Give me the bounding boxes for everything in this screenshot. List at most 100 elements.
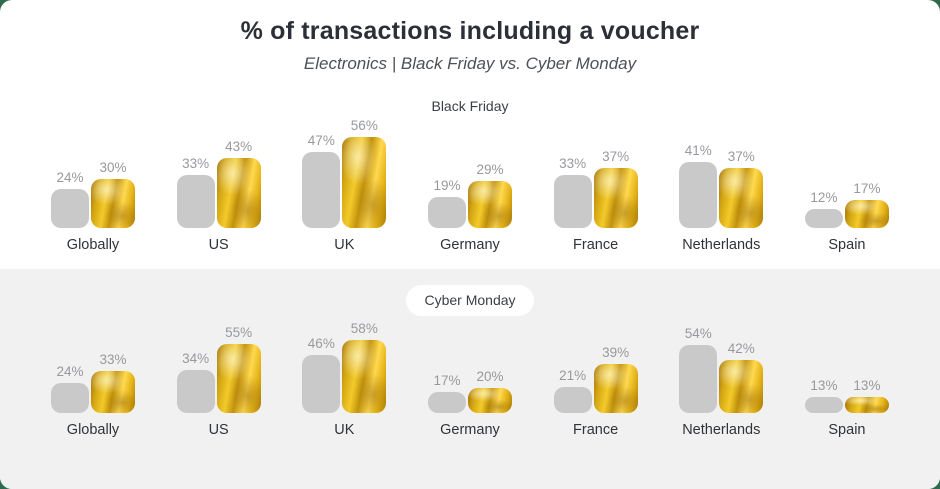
value-label: 17% [433,373,461,388]
value-label: 30% [99,160,127,175]
bar-pair: 33% 43% [176,118,261,228]
bar-gray [804,209,843,228]
cyber-monday-bar-groups: 24% 33% Globally 34% 55% US 46% 58% UK 17% 20% Germ… [0,317,940,438]
category-label: France [573,237,619,253]
bar-cell: 55% [216,325,261,413]
category-label: Spain [828,422,866,438]
bar-cell: 30% [91,160,135,228]
value-label: 24% [56,364,84,379]
bar-gray [679,162,718,228]
bar-group: 17% 20% Germany [409,317,531,438]
bar-cell: 56% [342,118,387,228]
value-label: 39% [602,345,630,360]
cyber-monday-badge-wrap: Cyber Monday [0,269,940,316]
black-friday-bar-groups: 24% 30% Globally 33% 43% US 47% 56% UK 19% 29% Germ… [0,118,940,253]
bar-group: 12% 17% Spain [786,118,908,253]
bar-gold [91,371,135,413]
bar-gold [844,397,889,413]
bar-gray [553,387,592,413]
bar-pair: 33% 37% [553,118,638,228]
bar-gray [176,370,215,413]
bar-cell: 43% [216,139,261,228]
value-label: 42% [727,341,755,356]
bar-cell: 17% [427,373,466,413]
bar-pair: 54% 42% [679,317,764,413]
black-friday-section: Black Friday 24% 30% Globally 33% 43% US 47% 56… [0,74,940,253]
bar-gray [427,197,466,228]
value-label: 13% [810,378,838,393]
bar-pair: 41% 37% [679,118,764,228]
bar-gray [302,355,341,413]
bar-pair: 34% 55% [176,317,261,413]
value-label: 54% [684,326,712,341]
bar-cell: 33% [176,156,215,228]
bar-cell: 46% [302,336,341,413]
bar-gold [844,200,889,228]
category-label: US [208,237,229,253]
bar-cell: 19% [427,178,466,228]
value-label: 46% [307,336,335,351]
value-label: 17% [853,181,881,196]
category-label: Globally [66,237,120,253]
cyber-monday-badge: Cyber Monday [406,285,534,316]
bar-group: 34% 55% US [158,317,280,438]
bar-cell: 42% [719,341,764,413]
bar-cell: 34% [176,351,215,413]
bar-gray [176,175,215,228]
value-label: 24% [56,170,84,185]
category-label: UK [334,237,355,253]
bar-gray [51,383,89,413]
cyber-monday-section: Cyber Monday 24% 33% Globally 34% 55% US 46% 58… [0,269,940,489]
chart-header: % of transactions including a voucher El… [0,0,940,74]
bar-gold [216,344,261,413]
bar-cell: 12% [804,190,843,228]
value-label: 33% [182,156,210,171]
bar-gold [342,137,387,228]
value-label: 13% [853,378,881,393]
bar-cell: 41% [679,143,718,228]
bar-gold [467,181,512,228]
bar-group: 19% 29% Germany [409,118,531,253]
bar-gray [51,189,89,228]
bar-pair: 24% 30% [51,118,135,228]
bar-gold [216,158,261,228]
bar-group: 47% 56% UK [283,118,405,253]
value-label: 34% [182,351,210,366]
bar-gold [342,340,387,413]
bar-cell: 29% [467,162,512,228]
value-label: 19% [433,178,461,193]
chart-title: % of transactions including a voucher [240,17,700,45]
bar-gold [593,168,638,228]
category-label: Netherlands [682,237,761,253]
value-label: 29% [476,162,504,177]
bar-group: 24% 30% Globally [32,118,154,253]
value-label: 47% [307,133,335,148]
bar-group: 33% 43% US [158,118,280,253]
bar-gold [593,364,638,413]
bar-cell: 47% [302,133,341,228]
value-label: 33% [559,156,587,171]
value-label: 56% [350,118,378,133]
bar-cell: 13% [804,378,843,413]
bar-gray [804,397,843,413]
bar-group: 46% 58% UK [283,317,405,438]
bar-gray [679,345,718,413]
chart-subtitle: Electronics | Black Friday vs. Cyber Mon… [303,54,637,73]
category-label: US [208,422,229,438]
value-label: 41% [684,143,712,158]
bar-gray [553,175,592,228]
bar-cell: 17% [844,181,889,228]
bar-gray [302,152,341,228]
bar-cell: 33% [553,156,592,228]
bar-gold [91,179,135,228]
bar-pair: 47% 56% [302,118,387,228]
value-label: 21% [559,368,587,383]
value-label: 33% [99,352,127,367]
bar-cell: 37% [593,149,638,228]
bar-cell: 24% [51,364,89,413]
category-label: Netherlands [682,422,761,438]
value-label: 58% [350,321,378,336]
category-label: France [573,422,619,438]
bar-gold [719,168,764,228]
